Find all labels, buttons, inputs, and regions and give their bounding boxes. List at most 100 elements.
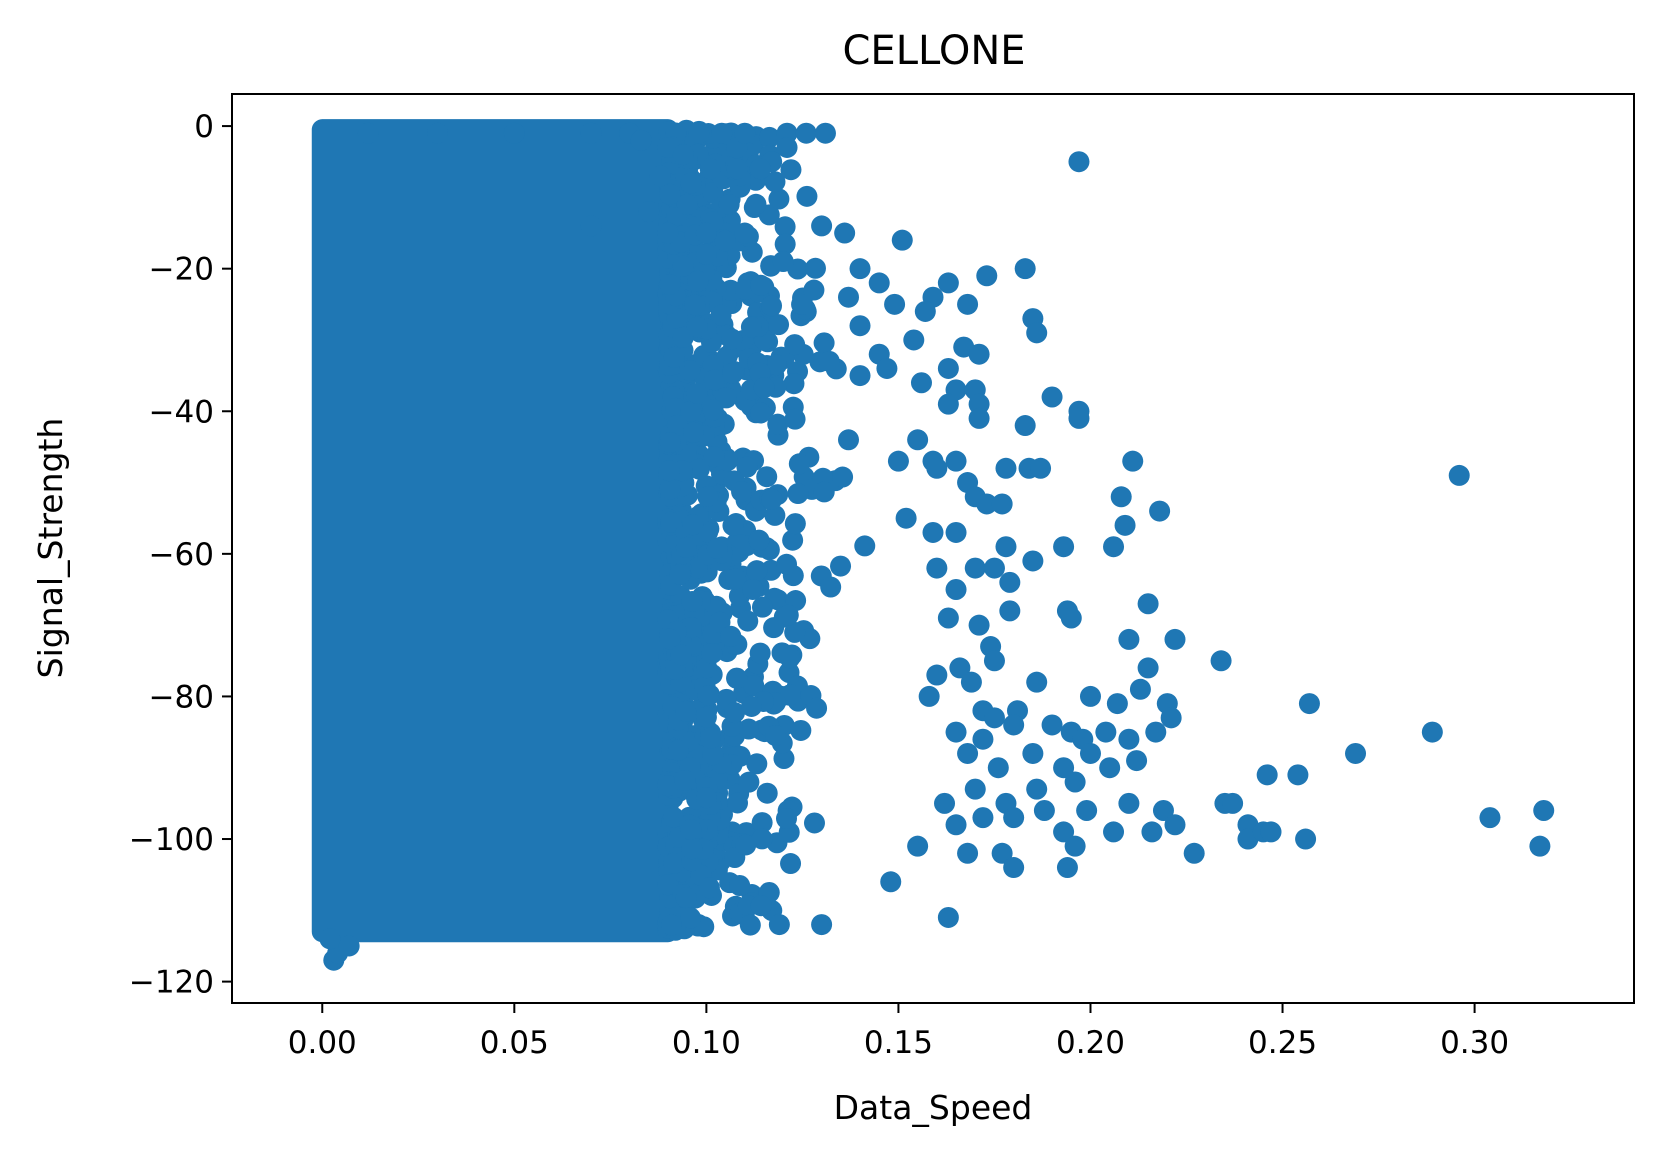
data-point <box>1118 628 1140 650</box>
data-point <box>751 596 773 618</box>
data-point <box>686 382 708 404</box>
data-point <box>659 273 681 295</box>
data-point <box>659 478 681 500</box>
data-point <box>1068 151 1090 173</box>
data-point <box>725 568 747 590</box>
data-point <box>772 251 794 273</box>
data-point <box>926 664 948 686</box>
data-point <box>741 695 763 717</box>
data-point <box>722 515 744 537</box>
data-point <box>1114 514 1136 536</box>
data-point <box>666 414 688 436</box>
data-point <box>780 159 802 181</box>
data-point <box>1122 450 1144 472</box>
data-point <box>957 293 979 315</box>
data-point <box>699 727 721 749</box>
data-point <box>1022 742 1044 764</box>
data-point <box>703 369 725 391</box>
data-point <box>1079 742 1101 764</box>
data-point <box>1222 792 1244 814</box>
data-point <box>788 453 810 475</box>
data-point <box>1026 671 1048 693</box>
data-point <box>763 617 785 639</box>
data-point <box>705 595 727 617</box>
data-point <box>787 483 809 505</box>
data-point <box>1110 486 1132 508</box>
data-point <box>926 457 948 479</box>
data-point <box>697 486 719 508</box>
data-point <box>1033 800 1055 822</box>
data-point <box>660 511 682 533</box>
data-point <box>659 628 681 650</box>
data-point <box>1256 764 1278 786</box>
data-point <box>695 243 717 265</box>
data-point <box>887 450 909 472</box>
data-point <box>753 377 775 399</box>
data-point <box>680 172 702 194</box>
data-point <box>972 807 994 829</box>
data-point <box>937 906 959 928</box>
data-point <box>681 838 703 860</box>
data-point <box>1014 258 1036 280</box>
data-point <box>832 466 854 488</box>
x-tick-label: 0.30 <box>1440 1025 1509 1061</box>
data-point <box>1060 607 1082 629</box>
data-point <box>1529 835 1551 857</box>
x-axis: 0.00 0.05 0.10 0.15 0.20 0.25 0.30 <box>288 1003 1509 1061</box>
data-point <box>667 739 689 761</box>
y-axis-label: Signal_Strength <box>31 418 70 679</box>
dense-point-cluster <box>311 119 679 943</box>
data-point <box>699 158 721 180</box>
data-point <box>1152 800 1174 822</box>
data-point <box>782 529 804 551</box>
data-point <box>758 126 780 148</box>
data-point <box>837 286 859 308</box>
data-point <box>784 408 806 430</box>
data-point <box>1126 750 1148 772</box>
data-point <box>676 194 698 216</box>
data-point <box>776 553 798 575</box>
data-point <box>727 792 749 814</box>
y-tick-label: −100 <box>129 822 214 858</box>
data-point <box>1103 536 1125 558</box>
data-point <box>426 122 448 144</box>
data-point <box>1030 457 1052 479</box>
data-point <box>756 782 778 804</box>
data-point <box>657 775 679 797</box>
data-point <box>659 431 681 453</box>
data-point <box>706 537 728 559</box>
data-point <box>945 521 967 543</box>
data-point <box>775 808 797 830</box>
data-point <box>1003 807 1025 829</box>
data-point <box>868 272 890 294</box>
data-point <box>999 600 1021 622</box>
data-point <box>813 481 835 503</box>
data-point <box>903 329 925 351</box>
x-axis-label: Data_Speed <box>834 1088 1033 1127</box>
data-point <box>976 265 998 287</box>
data-point <box>968 614 990 636</box>
data-point <box>1141 821 1163 843</box>
data-point <box>745 193 767 215</box>
chart-title: CELLONE <box>842 28 1025 74</box>
data-point <box>684 294 706 316</box>
data-point <box>319 928 341 950</box>
data-point <box>722 362 744 384</box>
data-point <box>811 914 833 936</box>
data-point <box>1260 821 1282 843</box>
data-point <box>945 721 967 743</box>
data-point <box>1137 657 1159 679</box>
data-point <box>743 675 765 697</box>
data-point <box>964 557 986 579</box>
data-point <box>1099 757 1121 779</box>
data-point <box>957 842 979 864</box>
data-point <box>726 667 748 689</box>
data-point <box>834 222 856 244</box>
data-point <box>803 812 825 834</box>
data-point <box>764 171 786 193</box>
data-point <box>1041 386 1063 408</box>
data-point <box>649 165 671 187</box>
data-point <box>714 230 736 252</box>
data-point <box>702 744 724 766</box>
